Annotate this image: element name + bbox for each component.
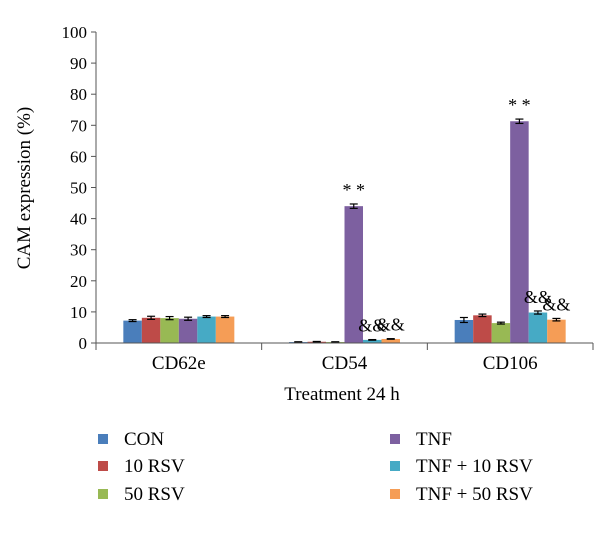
category-labels: CD62e CD54 CD106 bbox=[152, 353, 538, 374]
legend: CON 10 RSV 50 RSV TNF TNF + 10 RSV TNF + 50 R… bbox=[98, 429, 533, 505]
bar bbox=[197, 316, 216, 343]
axes bbox=[95, 32, 594, 350]
legend-label: TNF + 50 RSV bbox=[416, 484, 533, 505]
y-tick-label: 90 bbox=[70, 54, 87, 73]
y-tick-label: 0 bbox=[79, 334, 88, 353]
bar bbox=[381, 338, 400, 343]
legend-swatch bbox=[390, 434, 400, 444]
significance-annotation: && bbox=[542, 294, 570, 314]
legend-label: 10 RSV bbox=[124, 456, 185, 477]
bar bbox=[363, 339, 382, 343]
significance-annotation: * * bbox=[508, 95, 531, 115]
legend-swatch bbox=[390, 489, 400, 499]
bar bbox=[528, 312, 548, 343]
y-tick-label: 20 bbox=[70, 272, 87, 291]
y-axis-title: CAM expression (%) bbox=[14, 107, 35, 270]
legend-swatch bbox=[98, 434, 108, 444]
legend-label: 50 RSV bbox=[124, 484, 185, 505]
bar bbox=[123, 320, 142, 343]
bar bbox=[547, 319, 566, 343]
bar bbox=[141, 317, 161, 343]
annotations: * *&&&&* *&&&& bbox=[343, 95, 571, 335]
legend-swatch bbox=[98, 489, 108, 499]
x-category-label: CD106 bbox=[483, 353, 538, 374]
x-category-label: CD54 bbox=[322, 353, 368, 374]
y-tick-label: 60 bbox=[70, 147, 87, 166]
significance-annotation: && bbox=[358, 316, 386, 336]
significance-annotation: && bbox=[524, 287, 552, 307]
bar bbox=[510, 121, 529, 343]
y-tick-label: 40 bbox=[70, 210, 87, 229]
legend-swatch bbox=[390, 461, 400, 471]
legend-label: TNF bbox=[416, 429, 452, 450]
y-tick-label: 50 bbox=[70, 179, 87, 198]
bar bbox=[473, 315, 492, 343]
bar bbox=[454, 319, 474, 343]
legend-label: TNF + 10 RSV bbox=[416, 456, 533, 477]
y-tick-label: 80 bbox=[70, 85, 87, 104]
bars bbox=[123, 118, 566, 343]
bar bbox=[215, 316, 235, 343]
y-tick-label: 30 bbox=[70, 241, 87, 260]
x-axis-title: Treatment 24 h bbox=[284, 384, 400, 405]
legend-label: CON bbox=[124, 429, 164, 450]
y-tick-label: 70 bbox=[70, 116, 87, 135]
significance-annotation: && bbox=[377, 315, 405, 335]
y-tick-label: 10 bbox=[70, 303, 87, 322]
bar bbox=[160, 318, 179, 343]
y-tick-label: 100 bbox=[62, 23, 88, 42]
y-axis-ticks: 0 10 20 30 40 50 60 70 80 90 100 bbox=[62, 23, 96, 353]
significance-annotation: * * bbox=[343, 180, 366, 200]
x-category-label: CD62e bbox=[152, 353, 206, 374]
bar bbox=[178, 318, 198, 343]
legend-swatch bbox=[98, 461, 108, 471]
bar bbox=[344, 206, 363, 343]
bar bbox=[491, 323, 511, 343]
